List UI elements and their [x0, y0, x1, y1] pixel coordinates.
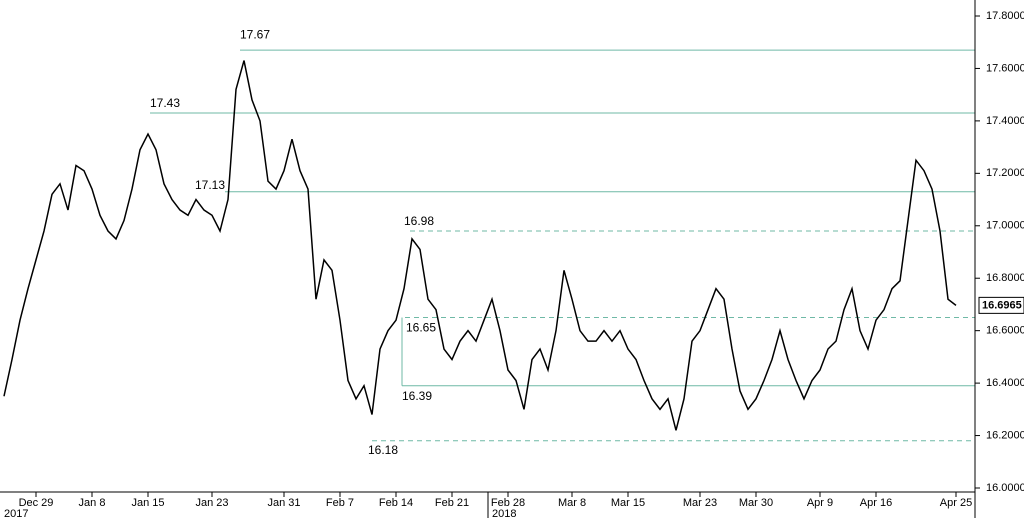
x-tick-label: Feb 28 [491, 497, 525, 509]
y-tick-label: 16.8000 [986, 272, 1024, 284]
y-tick-label: 17.0000 [986, 220, 1024, 232]
x-year-label: 2017 [4, 508, 28, 518]
y-tick-label: 17.4000 [986, 115, 1024, 127]
y-tick-label: 16.2000 [986, 429, 1024, 441]
x-tick-label: Apr 9 [807, 497, 833, 509]
x-tick-label: Jan 8 [79, 497, 106, 509]
x-tick-label: Apr 16 [860, 497, 892, 509]
x-tick-label: Mar 23 [683, 497, 717, 509]
last-price-label: 16.6965 [982, 299, 1022, 311]
level-label: 16.39 [402, 389, 432, 403]
x-tick-label: Feb 21 [435, 497, 469, 509]
x-tick-label: Mar 15 [611, 497, 645, 509]
y-tick-label: 16.0000 [986, 482, 1024, 494]
y-tick-label: 17.8000 [986, 10, 1024, 22]
y-tick-label: 17.6000 [986, 62, 1024, 74]
x-tick-label: Dec 29 [19, 497, 54, 509]
level-label: 17.13 [195, 178, 225, 192]
x-tick-label: Jan 31 [267, 497, 300, 509]
level-label: 17.67 [240, 27, 270, 41]
x-tick-label: Apr 25 [940, 497, 972, 509]
x-year-label: 2018 [492, 508, 516, 518]
level-label: 16.65 [406, 321, 436, 335]
x-tick-label: Feb 14 [379, 497, 413, 509]
y-tick-label: 17.2000 [986, 167, 1024, 179]
y-tick-label: 16.6000 [986, 325, 1024, 337]
level-label: 16.98 [404, 214, 434, 228]
price-line [3, 60, 957, 431]
level-label: 16.18 [368, 443, 398, 457]
level-label: 17.43 [150, 96, 180, 110]
x-tick-label: Jan 23 [195, 497, 228, 509]
last-price-box [978, 296, 1024, 314]
y-tick-label: 16.4000 [986, 377, 1024, 389]
x-tick-label: Mar 8 [558, 497, 586, 509]
x-tick-label: Mar 30 [739, 497, 773, 509]
x-tick-label: Jan 15 [131, 497, 164, 509]
x-tick-label: Feb 7 [326, 497, 354, 509]
